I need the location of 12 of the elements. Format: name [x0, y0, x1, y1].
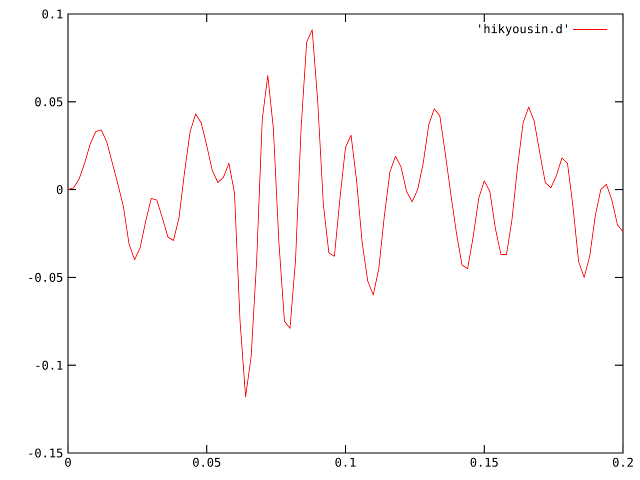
y-tick-label: -0.15: [29, 448, 62, 458]
y-tick-label: 0.05: [35, 97, 62, 106]
y-tick-label: 0: [56, 185, 63, 194]
x-tick-label: 0.05: [193, 458, 220, 467]
x-tick-label: 0: [65, 458, 71, 467]
y-tick-label: 0.1: [42, 9, 62, 19]
legend-label: 'hikyousin.d': [479, 24, 567, 36]
y-tick-label: -0.05: [29, 272, 62, 282]
x-tick-label: 0.2: [612, 458, 633, 467]
x-tick-label: 0.15: [470, 458, 498, 467]
x-tick-label: 0.1: [335, 458, 356, 467]
y-tick-label: -0.1: [36, 360, 62, 370]
